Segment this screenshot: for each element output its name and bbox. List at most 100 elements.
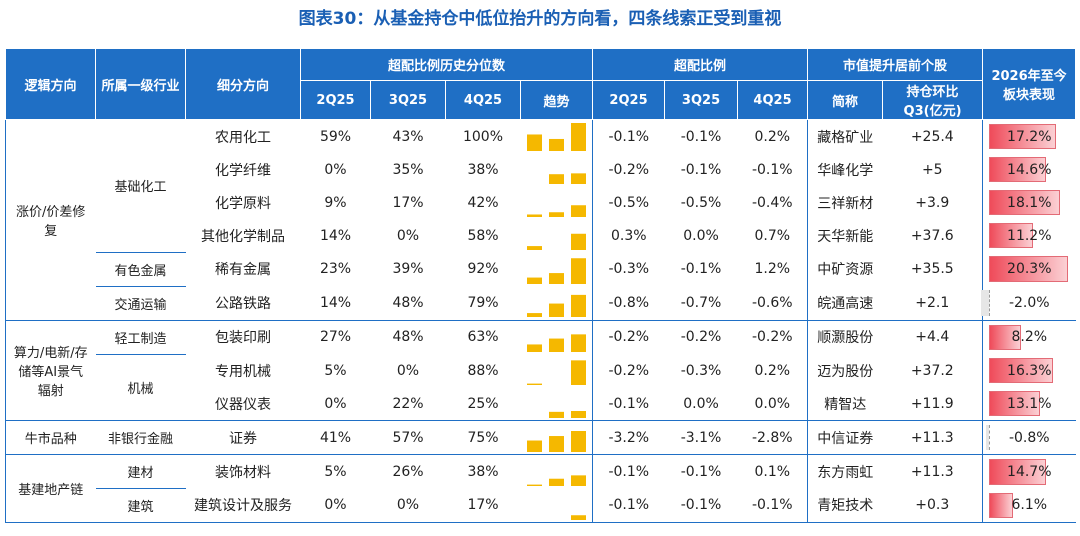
sparkline xyxy=(526,431,586,452)
spark-bar xyxy=(548,212,564,217)
industry-cell: 轻工制造 xyxy=(95,320,186,355)
percentile-cell: 57% xyxy=(370,420,446,455)
table: 逻辑方向 所属一级行业 细分方向 超配比例历史分位数 超配比例 市值提升居前个股… xyxy=(5,48,1077,523)
percentile-cell: 27% xyxy=(319,329,352,346)
industry-cell: 机械 xyxy=(95,354,186,421)
performance-cell: 18.1% xyxy=(983,186,1076,219)
performance-cell: 20.3% xyxy=(983,252,1076,286)
spark-bar xyxy=(570,123,586,151)
spark-bar xyxy=(526,134,542,151)
overweight-cell: 0.7% xyxy=(737,219,809,252)
logic-cell: 牛市品种 xyxy=(5,420,96,455)
spark-bar xyxy=(570,205,586,217)
sub-cell: 建筑设计及服务 xyxy=(185,488,301,523)
change-cell: +11.3 xyxy=(882,454,984,489)
percentile-cell: 0% xyxy=(370,488,446,523)
header-cell: 2026年至今板块表现 xyxy=(982,48,1077,120)
spark-bar xyxy=(526,383,542,385)
change-cell: +0.3 xyxy=(882,488,984,523)
percentile-cell: 0% xyxy=(396,362,420,379)
sparkline xyxy=(526,233,586,250)
title: 图表30：从基金持仓中低位抬升的方向看，四条线索正受到重视 xyxy=(298,9,782,29)
performance-cell: -0.8% xyxy=(982,420,1076,455)
change-cell: +2.1 xyxy=(882,286,984,321)
performance-bar xyxy=(989,358,1053,383)
stock-cell: 中信证券 xyxy=(807,420,883,455)
performance-label: 8.2% xyxy=(1011,329,1048,346)
header-cell: 2Q25 xyxy=(300,80,371,120)
overweight-cell: -0.1% xyxy=(664,488,738,523)
performance-bar xyxy=(989,190,1060,215)
overweight-cell: -0.2% xyxy=(680,329,722,346)
change-cell: +25.4 xyxy=(882,119,984,153)
industry-cell: 有色金属 xyxy=(95,252,186,287)
performance-label: 14.7% xyxy=(1007,463,1052,480)
change-cell: +3.9 xyxy=(882,186,984,219)
percentile-cell: 41% xyxy=(300,420,371,455)
spark-bar xyxy=(526,344,542,352)
performance-label: -2.0% xyxy=(1008,294,1050,311)
industry-cell: 基础化工 xyxy=(95,119,186,253)
performance-cell: 13.1% xyxy=(982,387,1076,421)
header-cell: 逻辑方向 xyxy=(5,48,96,120)
industry-cell: 建筑 xyxy=(95,488,186,523)
overweight-cell: -3.2% xyxy=(592,420,665,455)
percentile-cell: 75% xyxy=(445,420,521,455)
spark-bar xyxy=(570,257,586,284)
percentile-cell: 92% xyxy=(467,261,499,277)
change-cell: +11.9 xyxy=(882,387,984,421)
header-cell: 所属一级行业 xyxy=(95,48,186,120)
percentile-cell: 5% xyxy=(324,463,347,480)
trend-cell xyxy=(520,186,594,219)
header-cell: 简称 xyxy=(807,80,884,120)
header-cell: 4Q25 xyxy=(445,80,521,120)
stock-cell: 精智达 xyxy=(807,387,883,421)
industry-cell: 建材 xyxy=(95,454,186,489)
spark-bar xyxy=(570,360,586,385)
performance-bar xyxy=(981,290,990,316)
percentile-cell: 26% xyxy=(392,463,424,480)
logic-cell: 算力/电新/存储等AI景气辐射 xyxy=(5,320,96,421)
spark-bar xyxy=(548,411,564,418)
header-cell: 持仓环比Q3(亿元) xyxy=(882,80,984,120)
overweight-cell: -2.8% xyxy=(737,420,809,455)
performance-label: 16.3% xyxy=(1007,362,1052,379)
percentile-cell: 0% xyxy=(396,227,420,244)
table-row: 建筑 建筑设计及服务 0% 0% 17% -0.1% -0.1% -0.1% 青矩技术 +0.3 6… xyxy=(6,488,1076,523)
stock-cell: 顺灏股份 xyxy=(817,330,874,347)
change-cell: +37.2 xyxy=(882,354,984,387)
change-cell: +35.5 xyxy=(882,252,984,286)
overweight-cell: -0.1% xyxy=(608,463,650,480)
zero-line xyxy=(989,425,991,450)
percentile-cell: 58% xyxy=(467,227,499,244)
overweight-cell: -0.2% xyxy=(608,362,650,379)
overweight-cell: 0.0% xyxy=(683,227,719,244)
percentile-cell: 88% xyxy=(467,362,499,379)
header-cell: 细分方向 xyxy=(185,48,301,120)
percentile-cell: 39% xyxy=(392,261,424,277)
percentile-cell: 17% xyxy=(445,488,521,523)
overweight-cell: -0.2% xyxy=(608,329,650,346)
spark-bar xyxy=(548,138,564,151)
percentile-cell: 48% xyxy=(370,286,446,321)
stock-cell: 东方雨虹 xyxy=(817,464,874,481)
table-row: 化学纤维 0% 35% 38% -0.2% -0.1% -0.1% 华峰化学 +5 14.6% xyxy=(6,153,1076,186)
performance-cell: -2.0% xyxy=(981,286,1076,321)
table-row: 机械 专用机械 5% 0% 88% -0.2% -0.3% 0.2% 迈为股份 +37.2 16.3… xyxy=(6,354,1076,421)
performance-cell: 6.1% xyxy=(982,488,1076,523)
zero-line xyxy=(989,290,991,316)
stock-cell: 皖通高速 xyxy=(807,286,883,321)
table-row: 算力/电新/存储等AI景气辐射 轻工制造 包装印刷 27% 48% 63% -0.2% -0.… xyxy=(5,320,1076,421)
change-cell: +11.3 xyxy=(882,420,984,455)
spark-bar xyxy=(548,272,564,284)
stock-cell: 中矿资源 xyxy=(817,262,874,278)
sparkline xyxy=(570,514,586,520)
performance-label: 20.3% xyxy=(1007,261,1052,277)
sparkline xyxy=(526,205,586,217)
header-cell: 3Q25 xyxy=(370,80,446,120)
spark-bar xyxy=(548,303,564,318)
overweight-cell: 0.0% xyxy=(737,387,809,421)
header-cell: 2Q25 xyxy=(592,80,666,120)
percentile-cell: 43% xyxy=(392,128,424,145)
performance-cell: 14.7% xyxy=(983,455,1076,489)
